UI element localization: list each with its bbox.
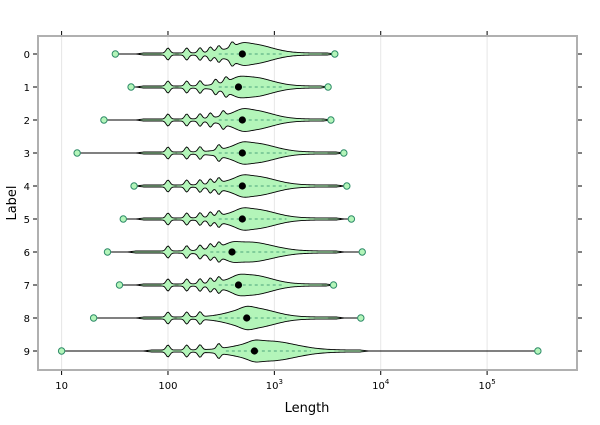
y-tick-label: 2: [24, 116, 30, 127]
violin-7: [115, 273, 338, 297]
max-marker: [534, 347, 542, 355]
violin-body: [135, 41, 335, 67]
max-marker: [343, 182, 351, 190]
mean-marker: [250, 347, 259, 355]
mean-marker: [228, 248, 236, 256]
y-tick-label: 4: [24, 182, 30, 193]
x-tick-label: 104: [372, 378, 390, 392]
min-marker: [103, 248, 112, 256]
y-tick-label: 9: [24, 347, 30, 358]
violins: [57, 41, 542, 363]
violin-2: [100, 108, 335, 132]
min-marker: [73, 149, 81, 157]
y-tick-label: 5: [24, 215, 30, 226]
max-marker: [357, 314, 365, 322]
x-tick-label: 100: [158, 381, 177, 392]
min-marker: [100, 116, 108, 124]
y-axis-title: Label: [5, 185, 20, 220]
max-marker: [329, 281, 338, 289]
plot-frame: [37, 35, 578, 371]
y-tick-label: 6: [24, 248, 30, 259]
x-tick-label: 10: [55, 381, 68, 392]
min-marker: [111, 50, 120, 58]
mean-marker: [238, 149, 246, 157]
max-marker: [347, 215, 356, 223]
y-tick-label: 8: [24, 314, 30, 325]
violin-1: [127, 75, 332, 99]
max-marker: [324, 83, 332, 91]
x-axis-title: Length: [285, 401, 330, 416]
violin-9: [57, 339, 542, 363]
x-axis-tick-labels: 10 100 103 104 105: [55, 378, 495, 392]
min-marker: [130, 182, 138, 190]
min-marker: [57, 347, 66, 355]
min-marker: [127, 83, 135, 91]
violin-body: [135, 305, 345, 331]
max-marker: [340, 149, 348, 157]
violin-5: [119, 207, 356, 231]
min-marker: [115, 281, 124, 289]
min-marker: [119, 215, 127, 223]
violin-body: [135, 273, 334, 297]
y-tick-label: 7: [24, 281, 30, 292]
mean-marker: [238, 116, 246, 124]
violin-6: [103, 241, 366, 263]
violin-4: [130, 174, 351, 198]
mean-marker: [234, 83, 243, 91]
violin-3: [73, 141, 348, 165]
mean-marker: [238, 50, 246, 58]
x-tick-label: 103: [266, 378, 283, 392]
y-tick-label: 3: [24, 149, 30, 160]
mean-marker: [234, 281, 243, 289]
violin-8: [89, 305, 365, 331]
mean-marker: [238, 182, 246, 190]
axis-ticks: [33, 31, 582, 375]
violin-0: [111, 41, 339, 67]
mean-marker: [243, 314, 251, 322]
y-tick-label: 1: [24, 83, 30, 94]
mean-marker: [238, 215, 246, 223]
max-marker: [358, 248, 366, 256]
x-tick-label: 105: [479, 378, 496, 392]
max-marker: [327, 116, 335, 124]
min-marker: [89, 314, 98, 322]
max-marker: [331, 50, 339, 58]
y-axis-tick-labels: 0 1 2 3 4 5 6 7 8 9: [24, 50, 30, 358]
y-tick-label: 0: [24, 50, 30, 61]
